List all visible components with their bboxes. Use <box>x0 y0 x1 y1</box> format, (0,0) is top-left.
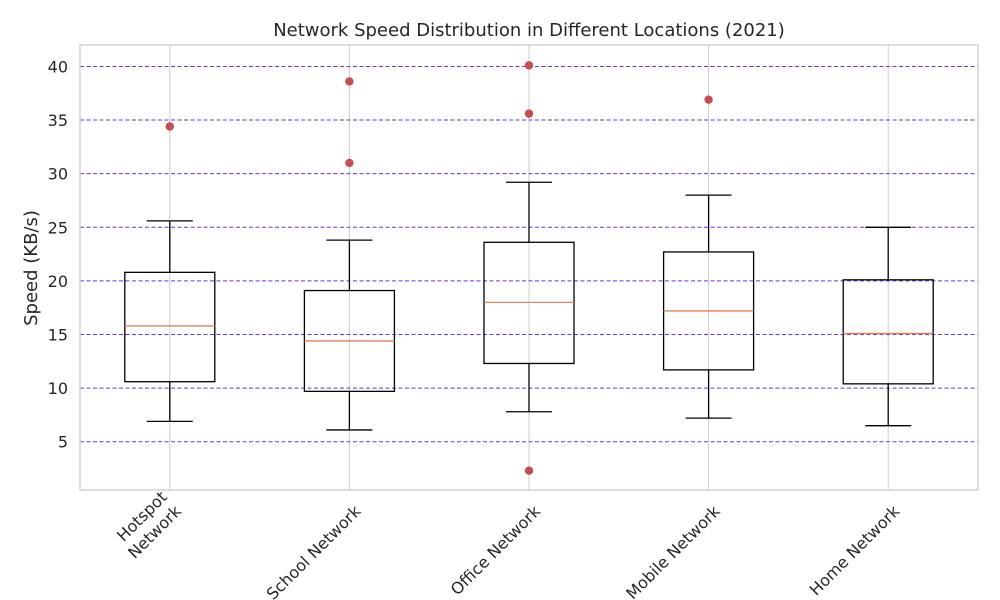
iqr-box <box>842 279 934 385</box>
y-tick-label: 10 <box>48 379 68 398</box>
y-tick-label: 40 <box>48 57 68 76</box>
y-tick-label: 30 <box>48 165 68 184</box>
outlier-point <box>524 466 534 475</box>
outlier-point <box>165 122 174 131</box>
boxes <box>124 61 934 475</box>
x-tick-label: School Network <box>263 501 365 600</box>
x-tick-label: Home Network <box>806 501 904 599</box>
outlier-point <box>524 61 534 70</box>
box-group <box>662 95 755 419</box>
y-tick-label: 25 <box>48 218 68 237</box>
outlier-point <box>524 109 534 118</box>
box-group <box>842 226 934 427</box>
x-tick-label-line: School Network <box>263 501 365 600</box>
chart-title: Network Speed Distribution in Different … <box>273 20 785 41</box>
y-tick-label: 15 <box>48 326 68 345</box>
outlier-point <box>704 95 713 104</box>
y-tick-label: 5 <box>58 433 68 452</box>
x-tick-label-line: Home Network <box>806 501 904 599</box>
y-axis-label: Speed (KB/s) <box>21 210 42 326</box>
x-tick-label-line: Mobile Network <box>622 501 724 600</box>
plot-frame <box>79 44 979 491</box>
iqr-box <box>124 271 216 383</box>
x-tick-label: Mobile Network <box>622 501 724 600</box>
y-axis-ticks: 5 10 15 20 25 30 35 40 <box>48 57 68 451</box>
x-tick-label-line: Office Network <box>447 501 545 599</box>
x-tick-label: Office Network <box>447 501 545 599</box>
y-tick-label: 35 <box>48 111 68 130</box>
y-tick-label: 20 <box>48 272 68 291</box>
outlier-point <box>345 77 354 86</box>
box-group <box>483 61 575 475</box>
box-group <box>124 122 216 423</box>
box-group <box>303 77 396 431</box>
outlier-point <box>345 158 354 168</box>
